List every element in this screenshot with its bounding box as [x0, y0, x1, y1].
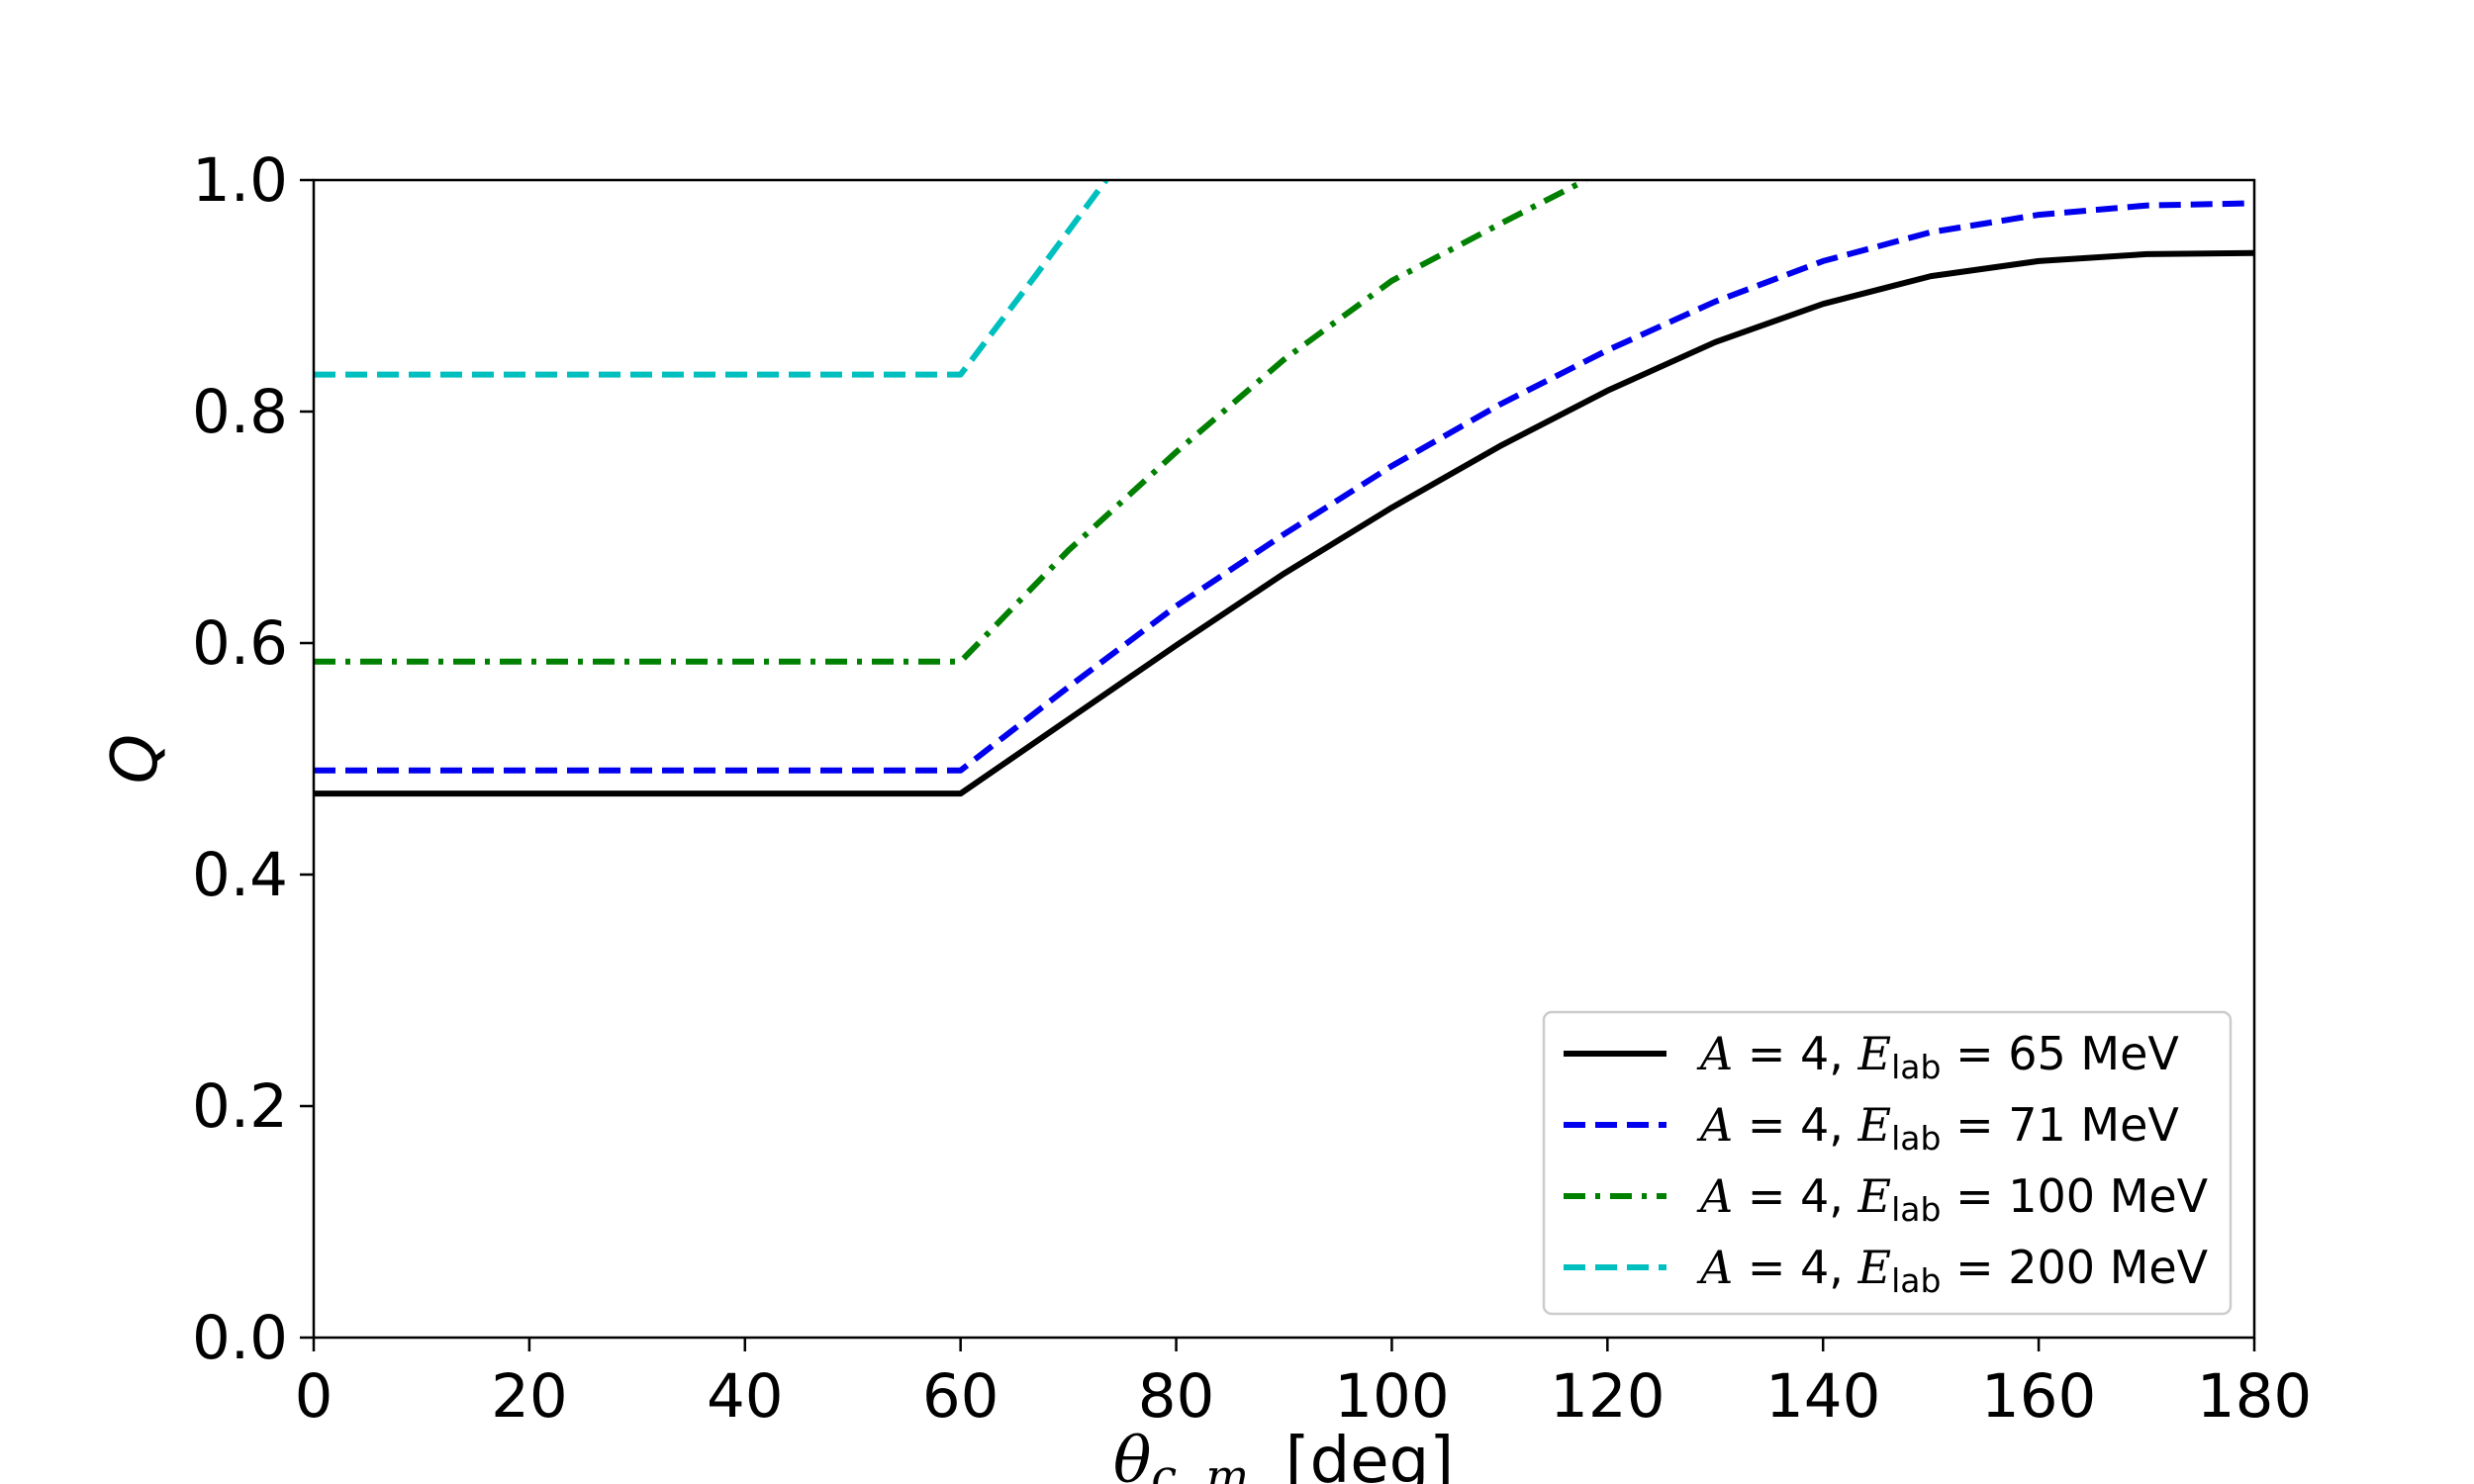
series-line-3 [314, 180, 1587, 665]
series-line-1 [314, 249, 2254, 797]
x-tick-label: 60 [922, 1361, 999, 1432]
series-line-2 [314, 200, 2254, 774]
tick-layer: 0 20 40 60 80 100 120 140 160 180 0.0 0.2 0.4 0.6 0.8 1… [192, 145, 2312, 1432]
y-tick-label: 0.4 [192, 840, 288, 910]
series-line-4 [314, 180, 1109, 378]
x-tick-label: 140 [1765, 1361, 1880, 1432]
x-axis-symbol: θ [1113, 1425, 1152, 1484]
x-axis-title: θc. m. [deg] [1113, 1425, 1454, 1484]
legend: A = 4, Elab = 65 MeV A = 4, Elab = 71 MeV… [1542, 1010, 2233, 1316]
y-tick-label: 1.0 [192, 145, 288, 216]
x-tick-label: 0 [295, 1361, 333, 1432]
x-tick-label: 160 [1981, 1361, 2096, 1432]
legend-box [1542, 1010, 2233, 1316]
y-axis-title: Q [99, 734, 172, 784]
plot-frame [312, 178, 2256, 1340]
x-tick-label: 20 [491, 1361, 568, 1432]
legend-label-4: A = 4, Elab = 200 MeV [1696, 1241, 2209, 1300]
y-tick-label: 0.0 [192, 1303, 288, 1373]
series-layer [314, 180, 2254, 797]
x-tick-label: 100 [1334, 1361, 1449, 1432]
x-tick-label: 40 [707, 1361, 784, 1432]
x-axis-subscript: c. m. [1151, 1449, 1263, 1484]
y-tick-label: 0.6 [192, 608, 288, 679]
y-tick-label: 0.2 [192, 1071, 288, 1142]
legend-label-2: A = 4, Elab = 71 MeV [1696, 1098, 2179, 1158]
x-axis-unit: [deg] [1285, 1425, 1455, 1484]
legend-label-1: A = 4, Elab = 65 MeV [1696, 1027, 2179, 1086]
y-tick-label: 0.8 [192, 377, 288, 447]
x-tick-label: 180 [2197, 1361, 2312, 1432]
x-tick-label: 120 [1550, 1361, 1665, 1432]
x-tick-label: 80 [1138, 1361, 1215, 1432]
legend-label-3: A = 4, Elab = 100 MeV [1696, 1169, 2209, 1229]
